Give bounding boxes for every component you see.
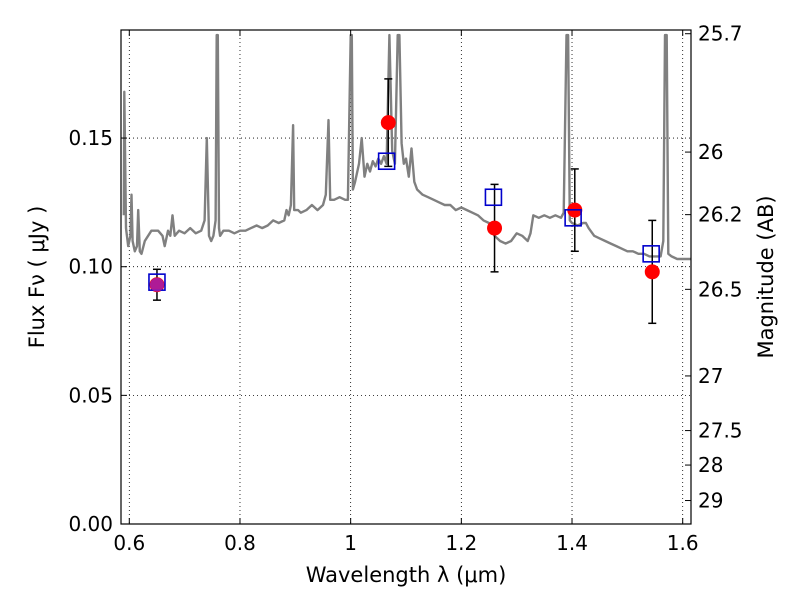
- observed-point: [380, 115, 396, 131]
- x-tick-label: 1.6: [667, 531, 699, 555]
- model-spectrum-layer: [122, 33, 691, 261]
- model-band-point: [564, 209, 582, 227]
- x-tick-label: 1.2: [445, 531, 477, 555]
- y2-tick-label: 27: [698, 364, 723, 388]
- observed-point: [487, 220, 503, 236]
- y2-tick-label: 28: [698, 453, 723, 477]
- y-tick-label: 0.15: [68, 126, 113, 150]
- observed-point: [644, 264, 660, 280]
- y2-tick-label: 26.5: [698, 277, 743, 301]
- plot-background: [121, 30, 691, 524]
- y2-tick-label: 29: [698, 489, 723, 513]
- model-band-points-layer: [148, 152, 660, 292]
- y-tick-label: 0.00: [68, 512, 113, 536]
- x-axis-label: Wavelength λ (μm): [306, 563, 507, 587]
- y-tick-label: 0.05: [68, 383, 113, 407]
- x-tick-label: 1: [344, 531, 357, 555]
- y2-tick-label: 26: [698, 140, 723, 164]
- observed-point-overlap: [149, 277, 164, 292]
- model-spectrum-line: [122, 33, 691, 261]
- plot-frame: [120, 29, 692, 525]
- model-band-point: [642, 245, 660, 263]
- model-band-point: [377, 152, 396, 171]
- model-band-point: [484, 188, 503, 207]
- y-axis-label: Flux Fν ( μJy ): [25, 206, 49, 349]
- axis-ticks: 0.6 0.8 1 1.2 1.4 1.6 0.00 0.05 0.10 0.15 25.7 26 26…: [68, 22, 742, 555]
- y2-axis-label: Magnitude (AB): [754, 195, 778, 358]
- grid-lines: [121, 30, 691, 524]
- x-tick-label: 0.8: [224, 531, 256, 555]
- y-tick-label: 0.10: [68, 255, 113, 279]
- y2-tick-label: 26.2: [698, 203, 743, 227]
- x-tick-label: 1.4: [556, 531, 588, 555]
- y2-tick-label: 25.7: [698, 22, 743, 46]
- x-tick-label: 0.6: [113, 531, 145, 555]
- y2-tick-label: 27.5: [698, 419, 743, 443]
